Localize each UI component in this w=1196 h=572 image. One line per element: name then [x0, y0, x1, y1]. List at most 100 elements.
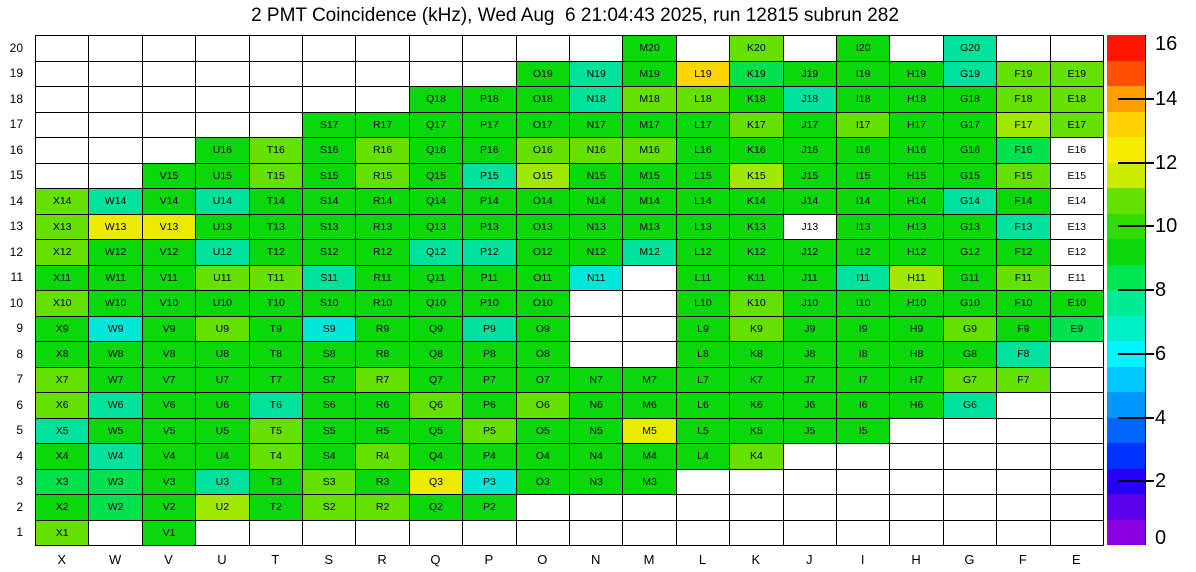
heatmap-cell [516, 495, 570, 521]
heatmap-cell [89, 36, 143, 62]
x-axis-label: I [860, 551, 865, 567]
colorbar-tick [1118, 97, 1154, 100]
heatmap-cell: P10 [463, 291, 517, 317]
heatmap-cell: P3 [463, 469, 517, 495]
heatmap-cell: S16 [303, 138, 357, 164]
heatmap-cell [943, 520, 998, 546]
heatmap-cell: J15 [783, 163, 837, 189]
heatmap-cell: W11 [89, 265, 143, 291]
x-axis-label: P [484, 551, 494, 567]
heatmap-cell: S8 [303, 342, 357, 368]
heatmap-cell: S4 [303, 444, 357, 470]
heatmap-cell: O12 [516, 240, 570, 266]
heatmap-cell: S10 [303, 291, 357, 317]
colorbar-tick [1118, 225, 1154, 228]
heatmap-cell: U9 [196, 316, 250, 342]
heatmap-cell: P2 [463, 495, 517, 521]
heatmap-cell: O13 [516, 214, 570, 240]
heatmap-cell: N19 [570, 61, 624, 87]
heatmap-cell: W4 [89, 444, 143, 470]
heatmap-cell: O7 [516, 367, 570, 393]
heatmap-cell: W2 [89, 495, 143, 521]
heatmap-cell [1050, 367, 1104, 393]
heatmap-cell: K8 [730, 342, 784, 368]
heatmap-cell: N11 [570, 265, 624, 291]
heatmap-cell: Q9 [409, 316, 464, 342]
heatmap-cell: G12 [943, 240, 998, 266]
heatmap-grid: M20 K20 I20 G20 O19 N19 M19 L19 K19 J19 I19 H19 G19 F… [35, 35, 1104, 546]
heatmap-cell [997, 418, 1051, 444]
x-axis-label: V [164, 551, 173, 567]
heatmap-cell: X10 [36, 291, 90, 317]
x-axis-label: U [217, 551, 227, 567]
heatmap-cell: J14 [783, 189, 837, 215]
heatmap-cell: X3 [36, 469, 90, 495]
heatmap-cell: T16 [249, 138, 303, 164]
heatmap-cell: N18 [570, 87, 624, 113]
colorbar-band [1107, 443, 1145, 469]
heatmap-cell [463, 61, 517, 87]
heatmap-cell: M20 [623, 36, 677, 62]
y-axis-label: 8 [16, 346, 23, 361]
heatmap-cell: F17 [997, 112, 1051, 138]
heatmap-cell: M16 [623, 138, 677, 164]
colorbar-tick-label: 8 [1155, 279, 1167, 301]
heatmap-cell [196, 36, 250, 62]
heatmap-cell: M3 [623, 469, 677, 495]
heatmap-cell [837, 495, 891, 521]
heatmap-cell: E16 [1050, 138, 1104, 164]
heatmap-cell: J13 [783, 214, 837, 240]
heatmap-cell: I14 [837, 189, 891, 215]
colorbar-tick [1118, 416, 1154, 419]
heatmap-cell [142, 138, 197, 164]
heatmap-cell: O9 [516, 316, 570, 342]
heatmap-cell [890, 418, 944, 444]
x-axis-label: R [377, 551, 387, 567]
heatmap-cell: W3 [89, 469, 143, 495]
heatmap-cell [142, 36, 197, 62]
heatmap-cell: T2 [249, 495, 303, 521]
heatmap-cell: V4 [142, 444, 197, 470]
heatmap-cell [890, 36, 944, 62]
heatmap-cell: J19 [783, 61, 837, 87]
heatmap-cell: X7 [36, 367, 90, 393]
heatmap-cell: I9 [837, 316, 891, 342]
x-axis-label: K [751, 551, 761, 567]
colorbar-tick-label: 14 [1155, 87, 1178, 110]
heatmap-cell: P11 [463, 265, 517, 291]
heatmap-cell: S14 [303, 189, 357, 215]
heatmap-cell: E17 [1050, 112, 1104, 138]
y-axis-label: 17 [9, 117, 23, 132]
heatmap-cell: I19 [837, 61, 891, 87]
heatmap-cell: O4 [516, 444, 570, 470]
heatmap-cell [36, 36, 90, 62]
heatmap-cell: Q17 [409, 112, 464, 138]
colorbar-band [1107, 162, 1145, 188]
heatmap-cell [89, 61, 143, 87]
heatmap-cell: X11 [36, 265, 90, 291]
heatmap-cell: K5 [730, 418, 784, 444]
heatmap-cell: N17 [570, 112, 624, 138]
heatmap-cell: U13 [196, 214, 250, 240]
heatmap-cell: X13 [36, 214, 90, 240]
heatmap-cell [623, 495, 677, 521]
colorbar-band [1107, 35, 1145, 61]
heatmap-cell [1050, 393, 1104, 419]
heatmap-cell: F10 [997, 291, 1051, 317]
heatmap-cell [570, 316, 624, 342]
heatmap-cell: V13 [142, 214, 197, 240]
heatmap-cell [623, 291, 677, 317]
heatmap-cell [36, 87, 90, 113]
heatmap-cell: X5 [36, 418, 90, 444]
heatmap-cell: G18 [943, 87, 998, 113]
heatmap-cell: S9 [303, 316, 357, 342]
heatmap-cell [623, 316, 677, 342]
heatmap-cell: U8 [196, 342, 250, 368]
heatmap-cell: R17 [356, 112, 410, 138]
x-axis-label: T [271, 551, 280, 567]
heatmap-cell: W6 [89, 393, 143, 419]
heatmap-cell: K17 [730, 112, 784, 138]
heatmap-cell: L17 [676, 112, 731, 138]
heatmap-cell [943, 418, 998, 444]
heatmap-cell [570, 495, 624, 521]
